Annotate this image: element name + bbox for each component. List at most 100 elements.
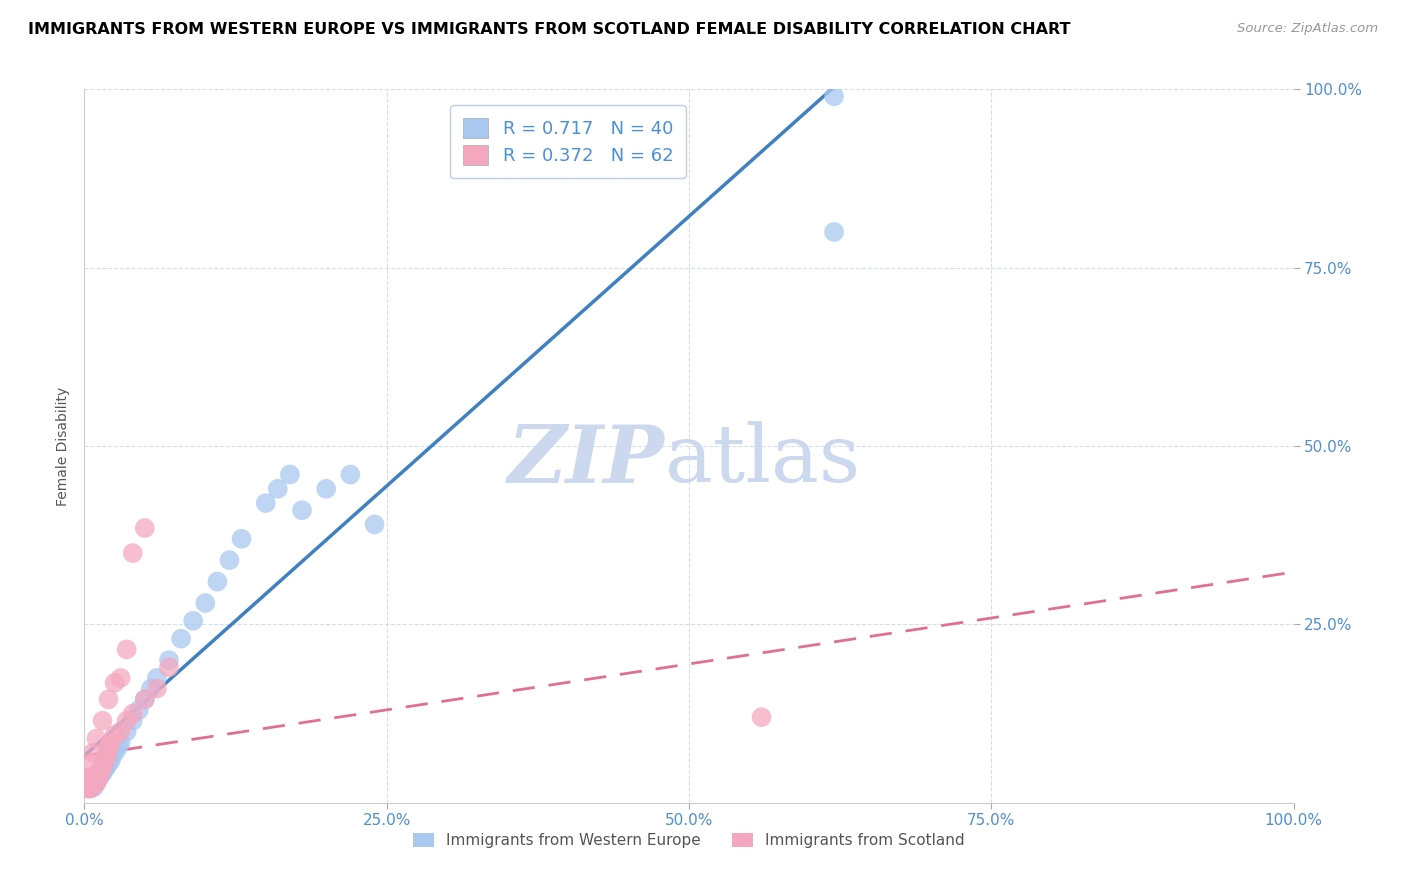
Point [79,781,101,796]
Point [89,764,111,778]
Point [121,546,143,560]
Point [77,776,100,790]
Point [82,778,104,792]
Point [82,778,104,792]
Point [83,772,105,787]
Point [115,714,138,728]
Point [79,771,101,785]
Point [91,714,114,728]
Point [751,710,773,724]
Point [89,769,111,783]
Point [134,692,156,706]
Point [94,762,117,776]
Point [267,482,290,496]
Point [134,521,156,535]
Point [79,774,101,789]
Point [291,503,314,517]
Point [315,482,337,496]
Point [134,692,156,706]
Point [207,574,229,589]
Point [82,746,104,760]
Point [104,676,127,690]
Point [86,767,108,781]
Point [181,614,204,628]
Point [115,724,138,739]
Point [128,703,150,717]
Point [107,740,129,755]
Point [90,762,112,776]
Point [121,714,143,728]
Point [86,776,108,790]
Point [157,653,180,667]
Point [79,778,101,792]
Point [157,660,180,674]
Point [86,771,108,785]
Point [823,225,845,239]
Point [80,780,103,794]
Point [278,467,301,482]
Point [91,760,114,774]
Point [73,781,96,796]
Point [86,772,108,787]
Point [97,756,120,771]
Point [82,774,104,789]
Point [80,776,103,790]
Point [339,467,361,482]
Point [89,765,111,780]
Point [91,765,114,780]
Point [79,781,101,796]
Text: ZIP: ZIP [508,422,665,499]
Point [363,517,385,532]
Point [104,746,127,760]
Point [90,767,112,781]
Point [110,724,132,739]
Point [87,771,110,785]
Point [97,692,120,706]
Point [77,774,100,789]
Point [86,774,108,789]
Point [94,749,117,764]
Point [83,769,105,783]
Text: Source: ZipAtlas.com: Source: ZipAtlas.com [1237,22,1378,36]
Point [170,632,193,646]
Point [83,776,105,790]
Point [87,771,110,785]
Point [115,642,138,657]
Point [218,553,240,567]
Point [86,731,108,746]
Point [97,742,120,756]
Point [93,764,115,778]
Point [104,728,127,742]
Text: atlas: atlas [665,421,860,500]
Point [87,767,110,781]
Point [823,89,845,103]
Y-axis label: Female Disability: Female Disability [56,386,70,506]
Point [231,532,253,546]
Point [84,771,107,785]
Point [96,746,118,760]
Point [82,771,104,785]
Point [110,671,132,685]
Point [100,735,122,749]
Legend: Immigrants from Western Europe, Immigrants from Scotland: Immigrants from Western Europe, Immigran… [405,825,973,855]
Point [77,778,100,792]
Point [80,772,103,787]
Point [93,756,115,771]
Point [86,769,108,783]
Point [94,760,117,774]
Text: IMMIGRANTS FROM WESTERN EUROPE VS IMMIGRANTS FROM SCOTLAND FEMALE DISABILITY COR: IMMIGRANTS FROM WESTERN EUROPE VS IMMIGR… [28,22,1070,37]
Point [254,496,277,510]
Point [79,756,101,771]
Point [94,753,117,767]
Point [84,776,107,790]
Point [77,780,100,794]
Point [146,681,169,696]
Point [77,781,100,796]
Point [84,774,107,789]
Point [194,596,217,610]
Point [83,780,105,794]
Point [76,777,98,791]
Point [97,739,120,753]
Point [121,706,143,721]
Point [77,772,100,787]
